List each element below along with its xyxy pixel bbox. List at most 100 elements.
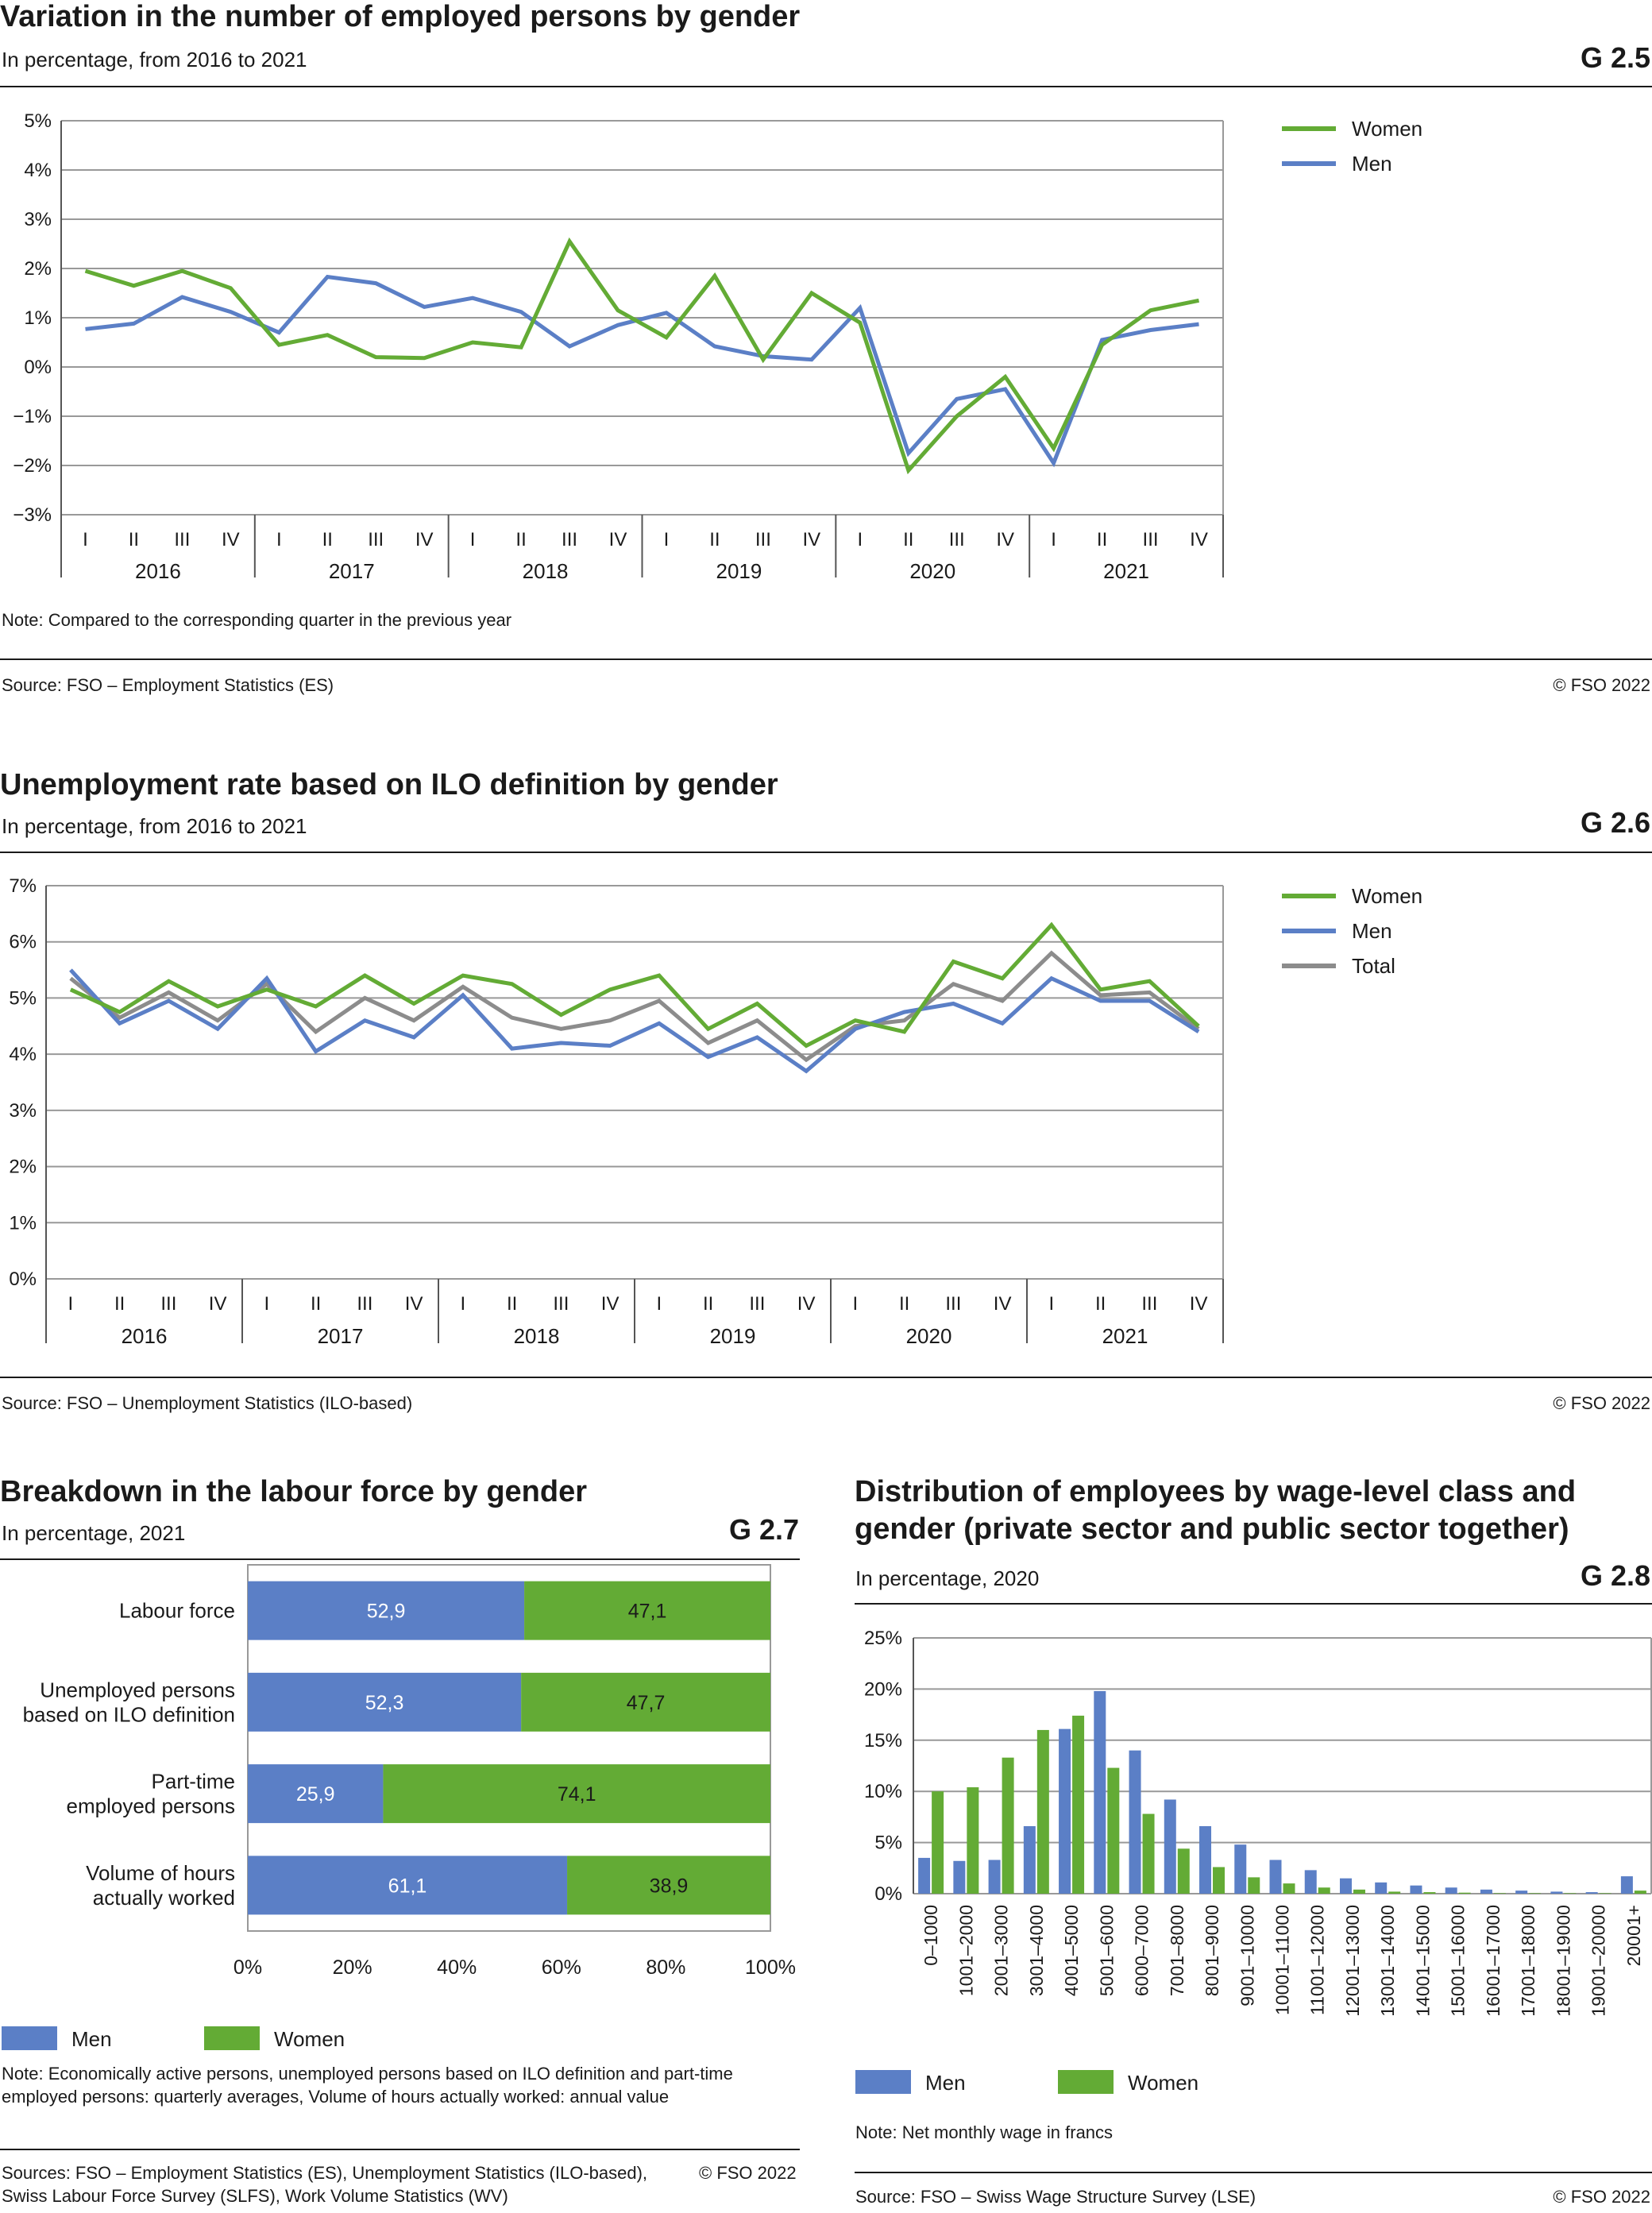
x-quarter-label: II (1097, 529, 1107, 550)
x-quarter-label: III (755, 529, 771, 550)
legend-label-men: Men (71, 2027, 112, 2051)
bar-men (918, 1857, 931, 1894)
x-quarter-label: II (1095, 1293, 1106, 1315)
y-tick-label: 0% (9, 1269, 37, 1290)
bar-women (1002, 1757, 1014, 1894)
legend-label-women: Women (1128, 2071, 1198, 2095)
legend-swatch-women (204, 2026, 260, 2050)
category-label: Unemployed persons (40, 1678, 235, 1701)
legend-label-men: Men (1352, 919, 1392, 943)
x-quarter-label: III (949, 529, 965, 550)
x-quarter-label: III (749, 1293, 765, 1315)
plot-frame (247, 1564, 771, 1932)
x-quarter-label: IV (405, 1293, 423, 1315)
series-line-total (69, 950, 1200, 1063)
bar-women (1564, 1893, 1577, 1894)
bar-women (567, 1856, 770, 1915)
x-year-label: 2019 (710, 1324, 756, 1348)
x-tick-label: 17001–18000 (1518, 1905, 1538, 2017)
g26-top-rule (0, 852, 1652, 853)
y-tick-label: 0% (24, 357, 52, 378)
bar-men (248, 1581, 525, 1640)
x-quarter-label: II (903, 529, 913, 550)
x-year-label: 2017 (318, 1324, 364, 1348)
g28-top-rule (855, 1603, 1652, 1605)
bar-men (1199, 1825, 1212, 1894)
bar-men (1375, 1882, 1388, 1894)
x-year-label: 2017 (329, 559, 375, 583)
series-line-men (85, 274, 1199, 468)
g26-source: Source: FSO – Unemployment Statistics (I… (2, 1393, 413, 1413)
bar-women (383, 1764, 770, 1824)
x-quarter-label: I (264, 1293, 270, 1315)
x-tick-label: 1001–2000 (955, 1905, 976, 1996)
x-quarter-label: IV (994, 1293, 1012, 1315)
x-tick-label: 80% (646, 1956, 685, 1979)
x-tick-label: 2001–3000 (991, 1905, 1012, 1996)
x-quarter-label: II (129, 529, 139, 550)
x-quarter-label: I (664, 529, 670, 550)
x-tick-label: 20% (333, 1956, 372, 1979)
bar-men (1023, 1825, 1036, 1894)
x-quarter-label: III (562, 529, 577, 550)
g26-code: G 2.6 (1580, 806, 1650, 839)
x-quarter-label: I (461, 1293, 466, 1315)
g25-title: Variation in the number of employed pers… (0, 0, 801, 33)
g27-title: Breakdown in the labour force by gender (0, 1475, 588, 1508)
data-label-men: 25,9 (296, 1783, 335, 1806)
bar-men (1550, 1891, 1563, 1894)
bar-men (1515, 1891, 1528, 1894)
x-tick-label: 11001–12000 (1307, 1905, 1328, 2015)
bar-women (1388, 1891, 1401, 1894)
x-quarter-label: I (853, 1293, 859, 1315)
x-quarter-label: III (1141, 1293, 1157, 1315)
x-tick-label: 8001–9000 (1202, 1905, 1222, 1996)
x-tick-label: 6000–7000 (1132, 1905, 1152, 1996)
x-quarter-label: II (899, 1293, 909, 1315)
g27-top-rule (0, 1558, 800, 1560)
x-tick-label: 13001–14000 (1377, 1905, 1398, 2017)
x-quarter-label: I (1049, 1293, 1055, 1315)
bar-men (1094, 1690, 1106, 1894)
y-tick-label: 4% (24, 160, 52, 181)
y-tick-label: 0% (874, 1883, 902, 1905)
bar-women (1072, 1715, 1085, 1894)
x-quarter-label: IV (601, 1293, 620, 1315)
x-quarter-label: I (470, 529, 476, 550)
bar-women (1529, 1893, 1542, 1894)
g28-title-line2: gender (private sector and public sector… (855, 1512, 1569, 1546)
x-tick-label: 3001–4000 (1026, 1905, 1047, 1996)
bar-women (1213, 1867, 1225, 1894)
x-quarter-label: I (68, 1293, 74, 1315)
y-tick-label: −2% (13, 455, 52, 477)
x-year-label: 2018 (523, 559, 569, 583)
bar-men (1164, 1799, 1176, 1894)
bar-women (1283, 1883, 1295, 1894)
y-tick-label: 1% (9, 1212, 37, 1234)
y-tick-label: 6% (9, 932, 37, 953)
bar-men (1339, 1878, 1352, 1894)
y-tick-label: 3% (24, 209, 52, 230)
bar-women (1599, 1893, 1611, 1894)
x-tick-label: 0% (234, 1956, 262, 1979)
x-tick-label: 19001–20000 (1588, 1905, 1609, 2017)
g27-chart: 52,9 47,1 Labour force 52,3 47,7 Unemployed p… (2, 1564, 796, 2051)
g27-source: Sources: FSO – Employment Statistics (ES… (2, 2163, 648, 2206)
bar-women (967, 1787, 979, 1894)
x-year-label: 2020 (909, 559, 955, 583)
x-quarter-label: III (945, 1293, 961, 1315)
g28-title-line1: Distribution of employees by wage-level … (855, 1475, 1577, 1508)
x-quarter-label: IV (803, 529, 821, 550)
x-quarter-label: II (507, 1293, 517, 1315)
series-line-men (69, 968, 1200, 1074)
x-quarter-label: IV (996, 529, 1014, 550)
x-quarter-label: III (357, 1293, 372, 1315)
x-tick-label: 0–1000 (921, 1905, 941, 1966)
bar-men (1410, 1885, 1422, 1894)
g27-subtitle: In percentage, 2021 (2, 1521, 186, 1545)
x-quarter-label: II (114, 1293, 125, 1315)
legend-label-men: Men (1352, 152, 1392, 176)
x-year-label: 2016 (122, 1324, 168, 1348)
bar-men (1585, 1892, 1598, 1894)
